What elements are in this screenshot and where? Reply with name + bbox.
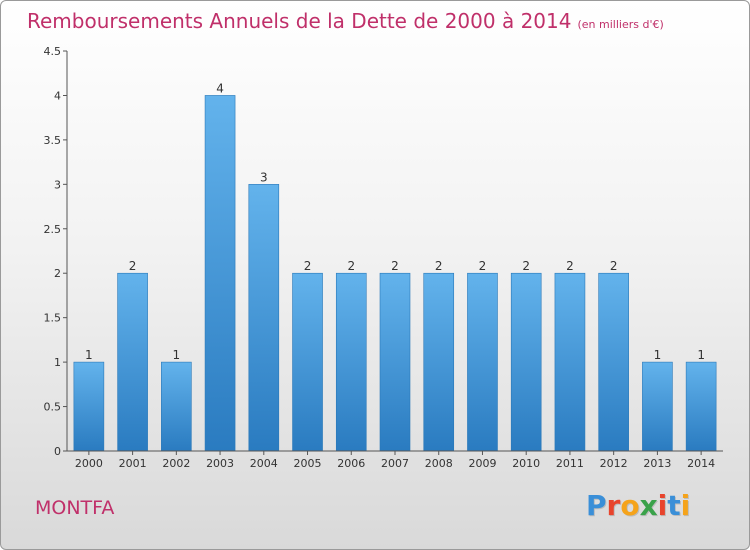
bar-2010 (510, 272, 542, 452)
bar-2011 (554, 272, 586, 452)
data-label-2003: 4 (216, 81, 224, 95)
data-label-2001: 2 (129, 259, 137, 273)
logo-letter: i (680, 489, 691, 522)
x-tick-label-2013: 2013 (643, 457, 671, 470)
x-tick-label-2009: 2009 (468, 457, 496, 470)
bar-2006 (335, 272, 367, 452)
bar-2014 (685, 361, 717, 452)
bar-2003 (204, 95, 236, 452)
logo-letter: i (657, 489, 668, 522)
data-label-2008: 2 (435, 259, 443, 273)
y-tick-label-3.5: 3.5 (44, 134, 62, 147)
x-tick-label-2014: 2014 (687, 457, 715, 470)
data-label-2013: 1 (654, 348, 662, 362)
x-tick-label-2000: 2000 (75, 457, 103, 470)
y-tick-label-0: 0 (54, 445, 61, 458)
bar-2004 (248, 184, 280, 452)
y-tick-label-1.5: 1.5 (44, 312, 62, 325)
x-tick-label-2011: 2011 (556, 457, 584, 470)
x-tick-label-2002: 2002 (162, 457, 190, 470)
y-tick-label-4: 4 (54, 89, 61, 102)
title-text: Remboursements Annuels de la Dette de 20… (27, 9, 572, 33)
x-tick-label-2005: 2005 (294, 457, 322, 470)
y-tick-label-2.5: 2.5 (44, 223, 62, 236)
y-tick-label-0.5: 0.5 (44, 401, 62, 414)
bar-2002 (161, 361, 192, 452)
y-tick-label-3: 3 (54, 178, 61, 191)
x-tick-label-2001: 2001 (119, 457, 147, 470)
bar-2001 (117, 272, 148, 452)
x-tick-label-2006: 2006 (337, 457, 365, 470)
unit-label: (en milliers d'€) (577, 18, 664, 31)
data-label-2002: 1 (173, 348, 181, 362)
bar-2000 (73, 361, 105, 452)
commune-name: MONTFA (35, 497, 115, 519)
logo-letter: P (586, 489, 607, 522)
logo-letter: o (620, 489, 640, 522)
bar-2007 (379, 272, 411, 452)
logo-letter: r (606, 489, 621, 522)
proxiti-logo: Proxiti (586, 489, 690, 522)
data-label-2000: 1 (85, 348, 93, 362)
y-tick-label-2: 2 (54, 267, 61, 280)
bar-2012 (598, 272, 629, 452)
data-label-2006: 2 (347, 259, 355, 273)
x-tick-label-2003: 2003 (206, 457, 234, 470)
bar-2005 (292, 272, 323, 452)
x-tick-label-2012: 2012 (600, 457, 628, 470)
data-label-2012: 2 (610, 259, 618, 273)
bar-2008 (423, 272, 455, 452)
data-label-2007: 2 (391, 259, 399, 273)
chart-title: Remboursements Annuels de la Dette de 20… (27, 9, 664, 33)
x-tick-label-2008: 2008 (425, 457, 453, 470)
x-tick-label-2004: 2004 (250, 457, 278, 470)
logo-letter: x (639, 489, 658, 522)
data-label-2014: 1 (697, 348, 705, 362)
data-label-2004: 3 (260, 170, 268, 184)
data-label-2011: 2 (566, 259, 574, 273)
x-tick-label-2010: 2010 (512, 457, 540, 470)
bar-2013 (642, 361, 673, 452)
logo-letter: t (667, 489, 681, 522)
y-tick-label-4.5: 4.5 (44, 45, 62, 58)
data-label-2010: 2 (522, 259, 530, 273)
data-label-2005: 2 (304, 259, 312, 273)
y-tick-label-1: 1 (54, 356, 61, 369)
x-tick-label-2007: 2007 (381, 457, 409, 470)
bar-2009 (467, 272, 498, 452)
data-label-2009: 2 (479, 259, 487, 273)
